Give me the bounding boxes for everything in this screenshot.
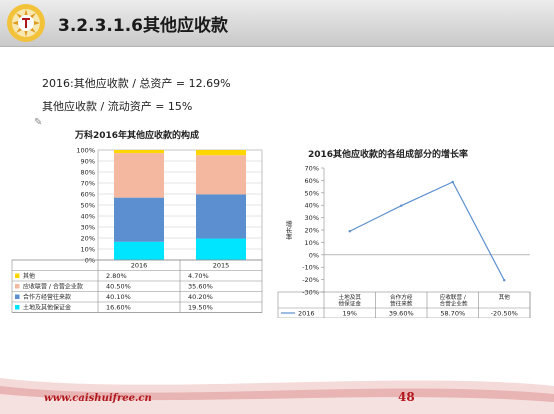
y-tick-label: 90% <box>81 158 95 166</box>
bar-segment <box>114 150 164 154</box>
data-label: 19% <box>343 310 357 318</box>
y-tick-label: 60% <box>305 177 319 185</box>
legend-label: 其他 <box>23 272 35 280</box>
y-tick-label: 50% <box>305 189 319 197</box>
logo-icon <box>7 4 45 42</box>
y-tick-label: 30% <box>81 224 95 232</box>
y-tick-label: 10% <box>305 239 319 247</box>
page-title: 3.2.3.1.6其他应收款 <box>58 16 228 36</box>
y-tick-label: -30% <box>302 289 319 297</box>
bar-segment <box>114 241 164 260</box>
formula-total-assets: 2016:其他应收款 / 总资产 = 12.69% <box>42 77 231 90</box>
y-tick-label: 100% <box>76 147 95 155</box>
data-label: -20.50% <box>491 310 518 318</box>
y-tick-label: 30% <box>305 214 319 222</box>
bar-segment <box>196 155 246 195</box>
data-point <box>348 230 351 233</box>
data-label: 4.70% <box>188 272 209 280</box>
y-tick-label: 20% <box>81 235 95 243</box>
data-label: 35.60% <box>188 283 213 291</box>
bar-segment <box>196 194 246 239</box>
growth-chart-title: 2016其他应收款的各组成部分的增长率 <box>308 150 469 160</box>
bar-segment <box>114 197 164 242</box>
footer-band <box>0 376 554 414</box>
footer-url: www.caishuifree.cn <box>44 393 152 404</box>
x-category-label: 合作方经营往来款 <box>390 293 413 308</box>
data-point <box>503 279 506 282</box>
bar-segment <box>114 153 164 198</box>
data-label: 19.50% <box>188 304 213 312</box>
page-number: 48 <box>398 390 415 404</box>
data-point <box>400 204 403 207</box>
bar-segment <box>196 238 246 260</box>
x-category-label: 土地及其他保证金 <box>339 293 362 308</box>
growth-line-chart: -30% -20% -10% 0% 10% 20% 30% 40% 50% 60% 70% 增长率土地… <box>277 165 531 318</box>
composition-chart-title: 万科2016年其他应收款的构成 <box>75 131 200 141</box>
legend-swatch <box>15 305 20 310</box>
data-label: 16.60% <box>106 304 131 312</box>
y-tick-label: 0% <box>85 257 95 265</box>
legend-swatch <box>15 284 20 289</box>
y-tick-label: 70% <box>81 180 95 188</box>
y-tick-label: 0% <box>309 251 319 259</box>
legend-swatch <box>15 294 20 299</box>
y-axis-label: 增长率 <box>284 219 292 241</box>
y-tick-label: 20% <box>305 227 319 235</box>
y-tick-label: 70% <box>305 165 319 173</box>
x-category-label: 应收联营 / 合营企业款 <box>438 293 468 308</box>
x-category-label: 其他 <box>499 293 511 301</box>
y-tick-label: 40% <box>81 213 95 221</box>
x-category-label: 2015 <box>213 262 230 270</box>
data-label: 58.70% <box>440 310 465 318</box>
legend-label: 2016 <box>298 310 315 318</box>
legend-label: 合作方经营往来款 <box>23 293 71 301</box>
pin-icon: ✎ <box>34 117 43 128</box>
data-label: 2.80% <box>106 272 127 280</box>
data-label: 40.50% <box>106 283 131 291</box>
y-tick-label: 50% <box>81 202 95 210</box>
y-tick-label: -10% <box>302 264 319 272</box>
y-tick-label: 10% <box>81 246 95 254</box>
y-tick-label: 40% <box>305 202 319 210</box>
header-bar: 3.2.3.1.6其他应收款 <box>0 0 554 47</box>
data-label: 40.10% <box>106 293 131 301</box>
bar-segment <box>196 150 246 156</box>
legend-label: 土地及其他保证金 <box>23 304 71 312</box>
legend-swatch <box>15 273 20 278</box>
legend-label: 应收联营 / 合营企业款 <box>23 283 83 291</box>
x-category-label: 2016 <box>131 262 148 270</box>
y-tick-label: 60% <box>81 191 95 199</box>
data-label: 39.60% <box>389 310 414 318</box>
data-label: 40.20% <box>188 293 213 301</box>
formula-current-assets: 其他应收款 / 流动资产 = 15% <box>42 100 193 113</box>
data-point <box>451 180 454 184</box>
y-tick-label: -20% <box>302 276 319 284</box>
series-line <box>349 181 505 281</box>
composition-stacked-bar-chart: 0% 10% 20% 30% 40% 50% 60% 70% 80% 90% 100% 2016 201… <box>11 147 263 313</box>
y-tick-label: 80% <box>81 169 95 177</box>
